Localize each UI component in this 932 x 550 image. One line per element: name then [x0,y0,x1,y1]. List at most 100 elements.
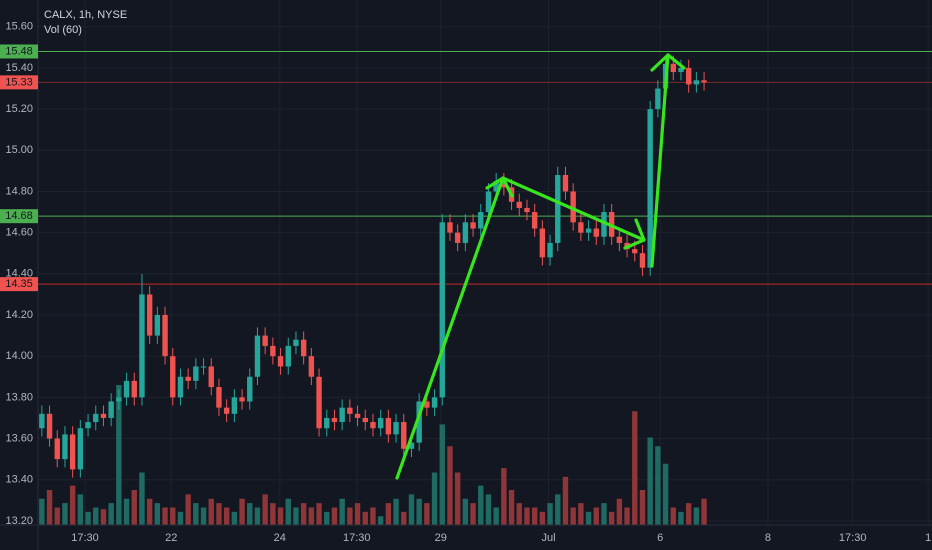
volume-bar [324,511,330,525]
volume-bar [193,503,199,525]
candle-body [693,80,700,85]
volume-bar [655,446,661,525]
candle-body [493,181,499,192]
level-tag [0,75,38,90]
candle-body [601,212,607,237]
volume-bar [162,507,168,525]
volume-bar [624,507,630,525]
volume-bar [601,503,607,525]
volume-bar [524,507,530,525]
candle-body [185,376,191,381]
volume-bar [231,511,238,525]
volume-bar [547,503,553,525]
volume-bar [239,498,245,525]
volume-bar [416,498,422,525]
candle-body [293,339,299,346]
candle-body [362,417,368,423]
candle-body [139,294,145,398]
volume-bar [131,490,137,525]
volume-bar [424,503,430,525]
candle-body [239,397,245,402]
arrow-line [650,53,670,268]
candle-body [146,294,153,336]
candle-body [408,442,415,449]
candle-body [385,417,392,435]
volume-bar [593,507,599,525]
candle-body [254,335,261,377]
candle-body [516,201,522,208]
volume-bar [562,476,569,525]
volume-bar [632,411,638,525]
candle-body [77,428,84,470]
volume-bar [639,490,646,525]
candle-body [655,88,661,110]
candle-body [69,434,76,470]
volume-bar [62,503,68,525]
volume-bar [685,503,692,525]
y-tick-label: 13.80 [5,391,33,403]
volume-bar [93,507,99,525]
y-tick-label: 14.20 [5,309,33,321]
volume-bar [608,511,615,525]
chart-title: CALX, 1h, NYSE [44,9,127,21]
candle-body [639,253,646,268]
candle-body [300,339,307,357]
candle-body [547,242,553,258]
candle-body [200,366,207,368]
candle-body [570,191,576,223]
arrow-head [623,218,646,250]
volume-bar [247,503,253,525]
candle-body [316,376,322,429]
volume-bar [408,494,415,525]
volume-bar [393,498,399,525]
volume-bar [531,507,538,525]
candle-body [100,413,107,418]
volume-bar [200,507,207,525]
volume-bar [254,507,261,525]
candle-body [585,228,592,233]
volume-bar [285,498,291,525]
candle-body [54,438,60,460]
candle-body [393,422,399,435]
y-tick-label: 14.00 [5,350,33,362]
candle-body [647,109,653,268]
candle-body [193,366,199,381]
volume-bar [262,494,268,525]
candle-body [685,67,692,85]
volume-bar [470,503,476,525]
volume-bar [478,485,484,525]
y-tick-label: 13.60 [5,432,33,444]
volume-bar [123,498,130,525]
candle-body [670,63,676,73]
candle-body [208,366,214,388]
x-tick-label: 17:30 [839,532,867,544]
volume-bar [362,511,368,525]
x-tick-label: Jul [541,532,555,544]
volume-bar [293,507,299,525]
candle-body [223,407,230,414]
axes: 13.20 13.40 13.60 13.80 14.00 14.20 14.40 14.60… [0,21,931,544]
x-axis-band [0,525,932,550]
candle-body [46,413,53,439]
candle-body [231,397,238,414]
volume-bar [139,472,145,525]
volume-bar [177,511,184,525]
candle-body [270,345,276,357]
levels [38,50,932,285]
candle-body [701,80,707,83]
candle-body [431,397,438,408]
candle-body [593,228,599,237]
candle-body [131,380,137,398]
x-tick-label: 22 [165,532,177,544]
candle-body [578,222,584,233]
volume-bar [277,507,284,525]
volume-bar [339,498,345,525]
volume-bars [39,385,707,525]
annotations [395,53,686,480]
volume-bar [539,511,546,525]
volume-bar [154,503,161,525]
volume-bar [670,507,676,525]
